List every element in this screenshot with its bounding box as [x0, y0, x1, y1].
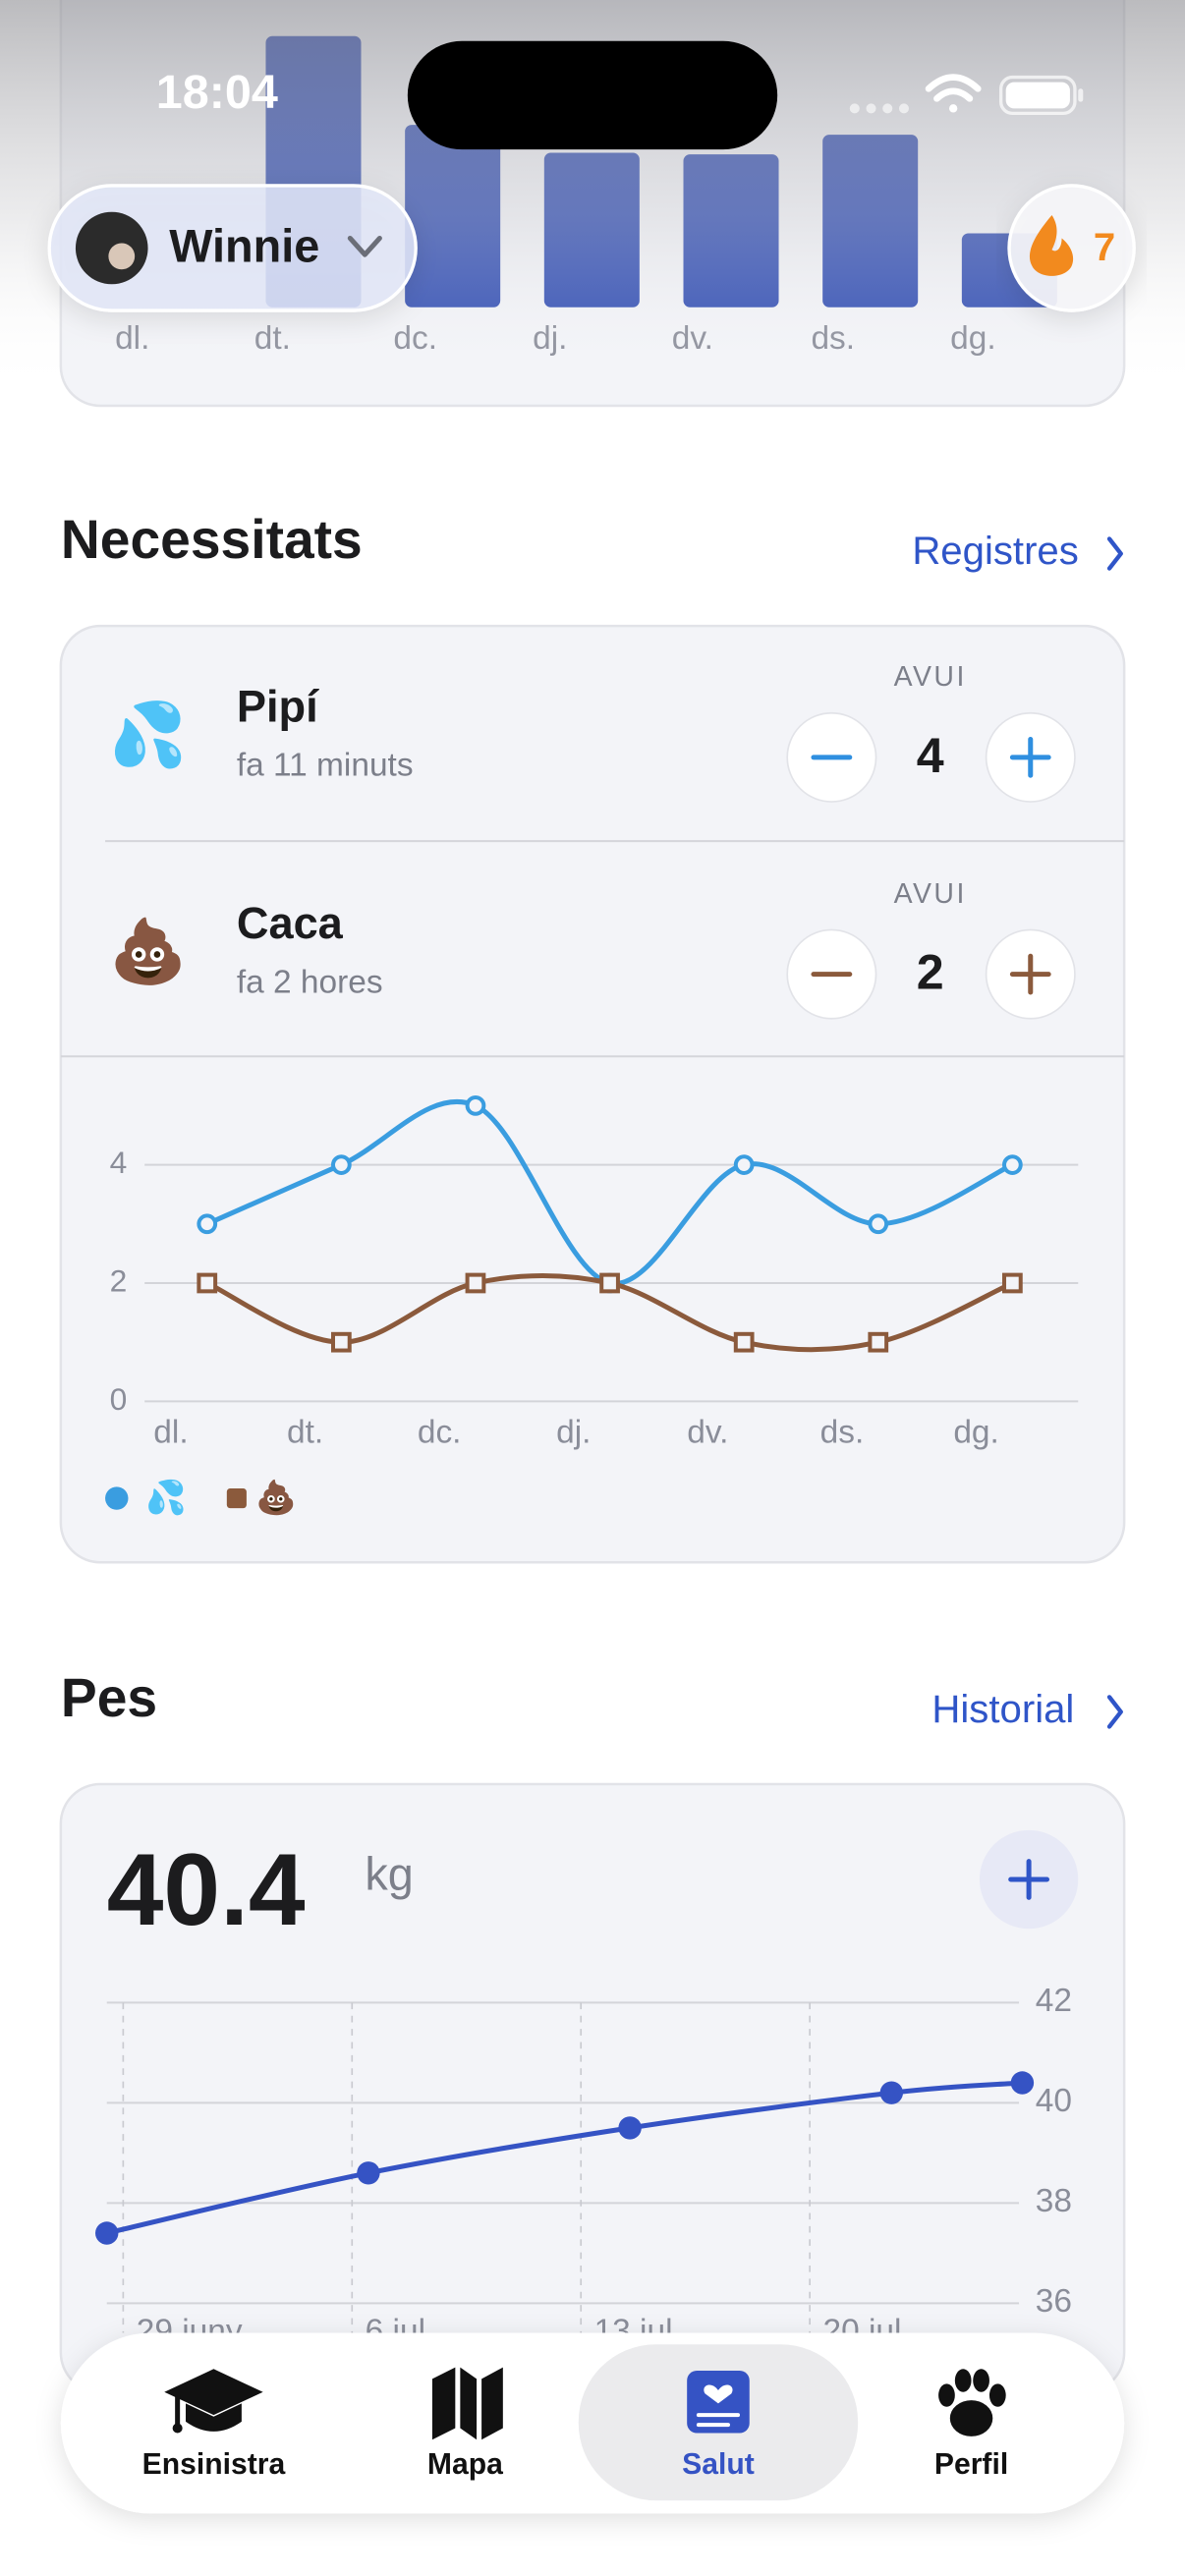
point — [879, 2081, 904, 2104]
chevron-right — [1106, 1695, 1123, 1729]
point — [197, 1272, 218, 1294]
weight-unit: kg — [365, 1849, 413, 1900]
point — [1002, 1154, 1023, 1175]
need-period: AVUI — [894, 661, 967, 693]
chevron-right — [1106, 536, 1123, 571]
x-tick-label: dl. — [153, 1415, 188, 1451]
pet-selector[interactable]: Winnie — [47, 184, 418, 312]
need-last: fa 11 minuts — [237, 748, 414, 784]
tab-label[interactable]: Mapa — [427, 2448, 503, 2481]
point — [357, 2161, 380, 2185]
x-tick-label: dc. — [418, 1415, 462, 1451]
point — [1010, 2071, 1035, 2095]
x-tick-label: dg. — [953, 1415, 998, 1451]
y-tick-label: 40 — [1036, 2083, 1072, 2119]
y-tick-label: 2 — [110, 1262, 128, 1298]
point — [330, 1154, 352, 1175]
dynamic-island — [407, 40, 778, 150]
need-last: fa 2 hores — [237, 964, 383, 1000]
point — [465, 1095, 486, 1116]
icon-paw — [938, 2369, 1006, 2436]
streak-count: 7 — [1094, 225, 1115, 269]
weight-value: 40.4 — [107, 1832, 306, 1946]
link-text[interactable]: Historial — [931, 1687, 1074, 1731]
needs-card — [59, 624, 1126, 1564]
legend-marker — [226, 1488, 247, 1509]
point — [868, 1331, 889, 1353]
x-tick-label: dv. — [687, 1415, 728, 1451]
tab-label[interactable]: Ensinistra — [142, 2448, 286, 2481]
need-name: Pipí — [237, 681, 319, 731]
plus-icon — [1008, 1859, 1050, 1900]
y-tick-label: 0 — [110, 1381, 128, 1417]
point — [330, 1331, 352, 1353]
needs-chart: 0 2 4 dl. dt. dc. dj. dv. ds. dg. 💦 💩 — [105, 1095, 1079, 1518]
need-icon: 💦 — [109, 695, 187, 771]
tab-label[interactable]: Perfil — [934, 2448, 1008, 2481]
plus-icon — [1009, 953, 1051, 995]
point — [1002, 1272, 1023, 1294]
point — [465, 1272, 486, 1294]
link-text[interactable]: Registres — [912, 529, 1079, 573]
icon-map — [431, 2367, 503, 2440]
streak-flame — [1029, 215, 1074, 276]
legend-label: 💩 — [255, 1479, 297, 1517]
pet-name: Winnie — [169, 221, 319, 272]
tab-labels: Ensinistra Mapa Salut Perfil — [142, 2448, 1009, 2481]
pet-avatar-face — [108, 243, 136, 270]
x-tick-label: dj. — [556, 1415, 591, 1451]
pet-pill[interactable] — [47, 184, 418, 312]
legend-marker — [105, 1486, 129, 1510]
streak-badge[interactable]: 7 — [1007, 184, 1136, 312]
point — [733, 1331, 755, 1353]
need-period: AVUI — [894, 878, 967, 910]
section-title: Necessitats — [61, 509, 363, 570]
x-tick-label: dt. — [287, 1415, 323, 1451]
need-count: 4 — [917, 728, 944, 783]
add-weight-button[interactable] — [979, 1829, 1079, 1930]
section-title: Pes — [61, 1667, 157, 1728]
point — [618, 2116, 642, 2140]
wifi-icon — [925, 74, 982, 113]
history-link[interactable]: Historial — [931, 1687, 1123, 1731]
need-name: Caca — [237, 898, 344, 948]
point — [599, 1272, 620, 1294]
signal-icon — [849, 103, 909, 114]
needs-rows: 💦 Pipí fa 11 minuts AVUI 4 💩 Caca fa 2 hores AVU… — [109, 661, 1076, 1020]
y-tick-label: 4 — [110, 1145, 128, 1180]
tab-label[interactable]: Salut — [682, 2448, 755, 2481]
status-time: 18:04 — [156, 66, 278, 119]
need-icon: 💩 — [109, 916, 187, 986]
need-count: 2 — [917, 945, 944, 1000]
legend-label: 💦 — [145, 1477, 187, 1518]
point — [733, 1154, 755, 1175]
y-tick-label: 42 — [1036, 1983, 1072, 2019]
series-line — [106, 2080, 1023, 2236]
records-link[interactable]: Registres — [912, 529, 1123, 573]
y-tick-label: 36 — [1036, 2283, 1072, 2320]
streak-circle[interactable] — [1007, 184, 1136, 312]
chevron-down — [347, 235, 382, 257]
point — [95, 2221, 119, 2245]
point — [197, 1213, 218, 1235]
x-tick-label: ds. — [820, 1415, 865, 1451]
point — [868, 1213, 889, 1235]
battery-icon — [998, 75, 1084, 116]
plus-icon — [1009, 736, 1051, 778]
icon-health — [687, 2370, 750, 2434]
y-tick-label: 38 — [1036, 2183, 1072, 2219]
